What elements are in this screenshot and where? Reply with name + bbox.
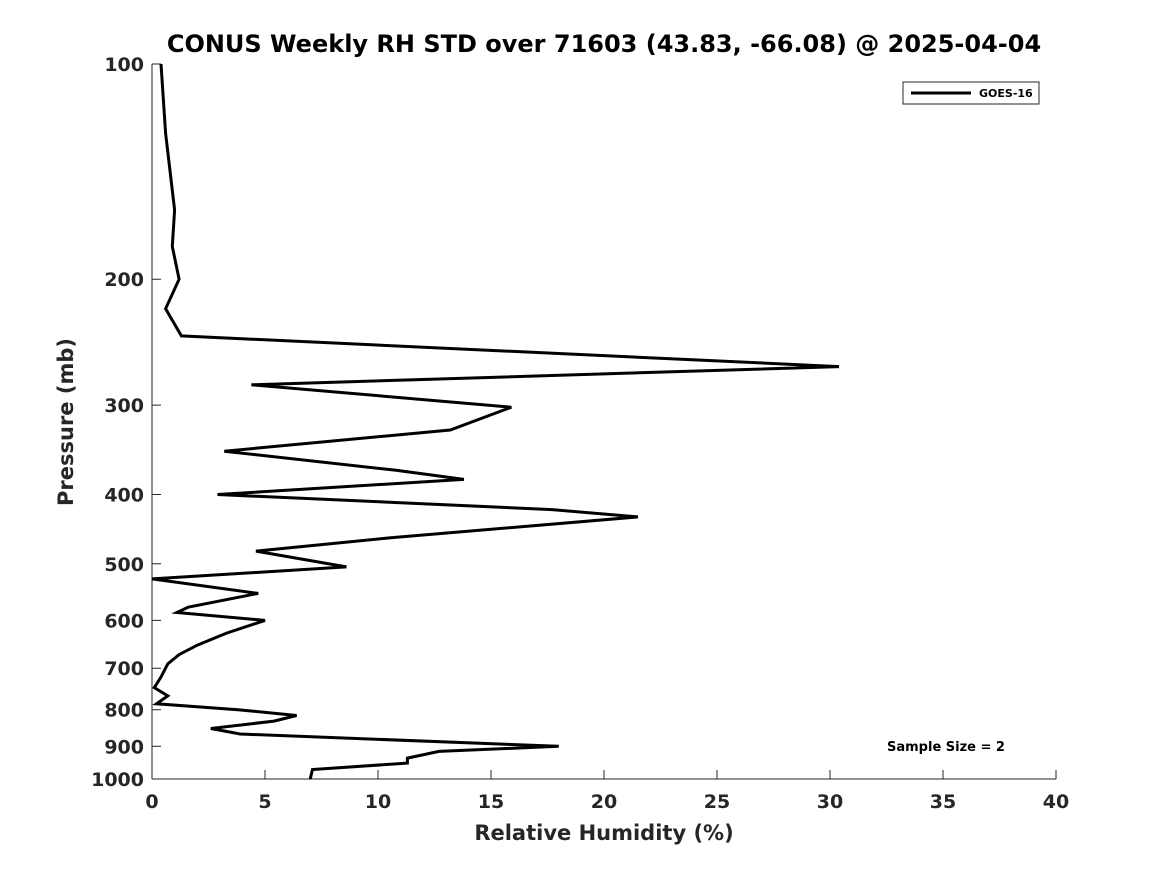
y-tick-label: 700 [104,658,144,680]
legend: GOES-16 [902,81,1040,105]
x-tick-label: 10 [365,791,391,813]
plot-area [151,64,1056,780]
y-tick-label: 300 [104,395,144,417]
x-tick-label: 0 [145,791,158,813]
chart-title: CONUS Weekly RH STD over 71603 (43.83, -… [167,30,1041,58]
x-tick-label: 20 [591,791,617,813]
y-tick-label: 100 [104,54,144,76]
x-tick-label: 40 [1043,791,1069,813]
y-tick-label: 200 [104,269,144,291]
x-tick-label: 25 [704,791,730,813]
y-axis-label: Pressure (mb) [54,338,78,506]
legend-label-goes16: GOES-16 [979,87,1033,100]
y-ticks: 100 200 300 400 500 600 700 800 900 1000 [91,54,161,791]
x-tick-label: 5 [258,791,271,813]
y-tick-label: 500 [104,554,144,576]
series-layer [151,63,840,780]
x-axis-label: Relative Humidity (%) [474,821,733,845]
series-line-goes16 [151,63,840,780]
y-tick-label: 600 [104,610,144,632]
y-tick-label: 1000 [91,769,144,791]
x-tick-label: 35 [930,791,956,813]
x-tick-label: 15 [478,791,504,813]
x-ticks: 0 5 10 15 20 25 30 35 40 [145,770,1069,813]
sample-size-annotation: Sample Size = 2 [887,740,1005,755]
y-tick-label: 400 [104,484,144,506]
y-tick-label: 900 [104,736,144,758]
x-tick-label: 30 [817,791,843,813]
y-tick-label: 800 [104,700,144,722]
